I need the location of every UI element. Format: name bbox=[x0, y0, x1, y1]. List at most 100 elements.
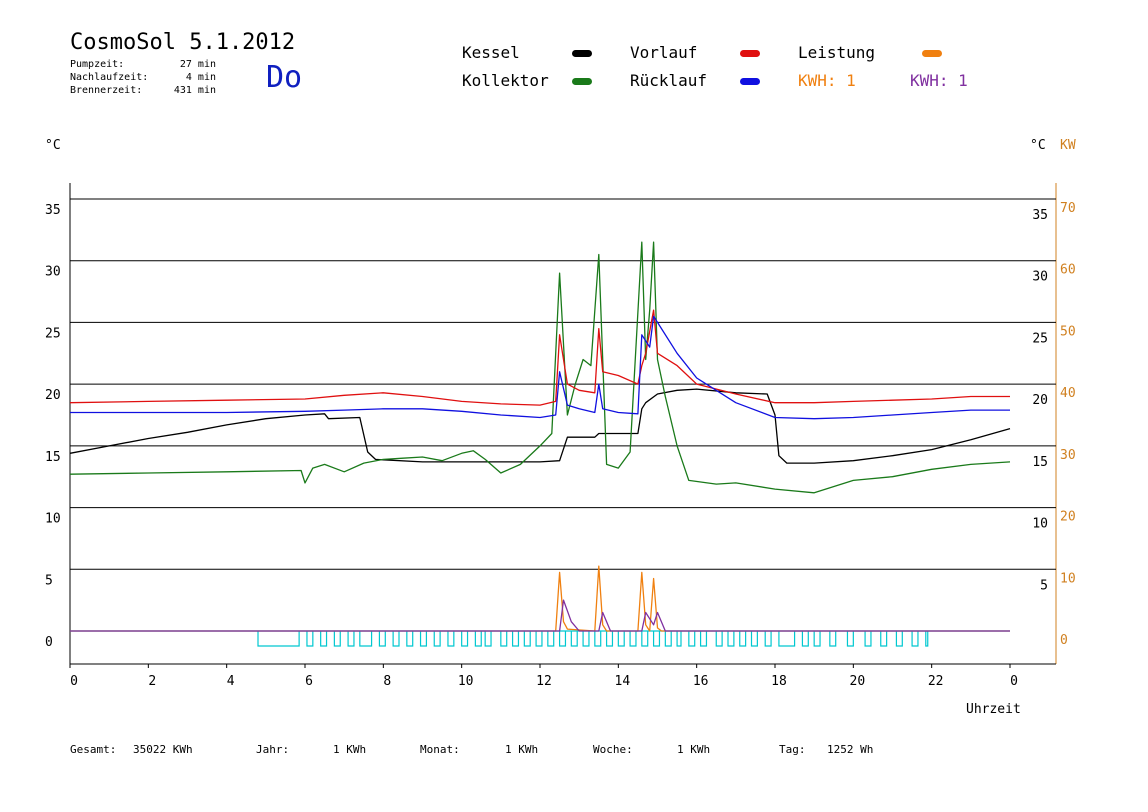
pump-pulse-46 bbox=[911, 631, 919, 647]
series-line-0 bbox=[69, 388, 1011, 464]
pump-pulse-11 bbox=[447, 631, 455, 647]
x-tick-label-6: 12 bbox=[536, 674, 552, 689]
y-tick-right-kw-10: 10 bbox=[1060, 571, 1076, 586]
series-line-3 bbox=[70, 315, 1010, 420]
x-tick-label-8: 16 bbox=[693, 674, 709, 689]
info-pumpzeit: Pumpzeit: 27 min bbox=[70, 59, 216, 70]
pump-pulse-2 bbox=[320, 631, 328, 647]
x-tick-label-9: 18 bbox=[771, 674, 787, 689]
y-tick-left-5: 5 bbox=[45, 573, 53, 588]
y-tick-right-kw-30: 30 bbox=[1060, 448, 1076, 463]
y-tick-right-c-20: 20 bbox=[1032, 393, 1048, 408]
pump-pulse-14 bbox=[484, 631, 492, 647]
legend-vorlauf-swatch bbox=[740, 50, 760, 57]
y-tick-right-c-15: 15 bbox=[1032, 455, 1048, 470]
pump-pulse-13 bbox=[474, 631, 482, 647]
y-tick-left-35: 35 bbox=[45, 203, 61, 218]
y-tick-left-10: 10 bbox=[45, 512, 61, 527]
x-tick-label-2: 4 bbox=[227, 674, 235, 689]
pump-pulse-28 bbox=[652, 631, 661, 647]
y-tick-right-kw-50: 50 bbox=[1060, 324, 1076, 339]
footer-monat-label: Monat: bbox=[420, 743, 460, 756]
footer-woche-value: 1 KWh bbox=[677, 743, 711, 756]
legend-ruecklauf-label: Rücklauf bbox=[630, 71, 708, 90]
x-tick-label-1: 2 bbox=[148, 674, 156, 689]
x-tick-label-7: 14 bbox=[615, 674, 631, 689]
legend-kwh-purple: KWH: 1 bbox=[910, 71, 968, 90]
footer-jahr-label: Jahr: bbox=[256, 743, 290, 756]
y-tick-right-c-30: 30 bbox=[1032, 270, 1048, 285]
y-tick-right-c-10: 10 bbox=[1032, 517, 1048, 532]
info-nachlaufzeit: Nachlaufzeit: 4 min bbox=[70, 72, 216, 83]
legend-kollektor-swatch bbox=[572, 78, 592, 85]
pump-pulse-17 bbox=[523, 631, 531, 647]
x-tick-label-11: 22 bbox=[928, 674, 944, 689]
pump-pulse-26 bbox=[629, 631, 637, 647]
pump-pulse-8 bbox=[406, 631, 414, 647]
pump-pulse-30 bbox=[676, 631, 682, 647]
x-axis-label: Uhrzeit bbox=[966, 702, 1021, 717]
footer-gesamt-value: 35022 KWh bbox=[133, 743, 193, 756]
pump-pulse-24 bbox=[605, 631, 614, 647]
y-tick-left-0: 0 bbox=[45, 635, 53, 650]
y-tick-right-kw-70: 70 bbox=[1060, 201, 1076, 216]
series-line-4 bbox=[70, 565, 1010, 632]
y-tick-left-30: 30 bbox=[45, 265, 61, 280]
right-axis-unit-c: °C bbox=[1030, 138, 1046, 153]
pump-pulse-31 bbox=[688, 631, 696, 647]
footer-woche-label: Woche: bbox=[593, 743, 633, 756]
pump-pulse-18 bbox=[535, 631, 543, 647]
pump-pulse-43 bbox=[864, 631, 872, 647]
pump-pulse-35 bbox=[739, 631, 747, 647]
footer-jahr-value: 1 KWh bbox=[333, 743, 367, 756]
y-tick-right-c-5: 5 bbox=[1040, 578, 1048, 593]
series-line-5 bbox=[70, 599, 1010, 632]
legend-kessel-swatch bbox=[572, 50, 592, 57]
y-tick-right-kw-60: 60 bbox=[1060, 263, 1076, 278]
pump-pulse-34 bbox=[727, 631, 735, 647]
pump-pulse-29 bbox=[664, 631, 672, 647]
y-tick-right-c-35: 35 bbox=[1032, 208, 1048, 223]
legend-kwh-orange: KWH: 1 bbox=[798, 71, 856, 90]
y-tick-left-20: 20 bbox=[45, 388, 61, 403]
pump-pulse-22 bbox=[582, 631, 590, 647]
pump-pulse-33 bbox=[715, 631, 723, 647]
pump-pulse-10 bbox=[433, 631, 441, 647]
footer-monat-value: 1 KWh bbox=[505, 743, 539, 756]
pump-pulse-42 bbox=[846, 631, 854, 647]
weekday-label: Do bbox=[266, 60, 303, 95]
x-tick-label-4: 8 bbox=[383, 674, 391, 689]
pump-pulse-36 bbox=[750, 631, 758, 647]
pump-pulse-47 bbox=[925, 631, 929, 647]
pump-pulse-12 bbox=[461, 631, 469, 647]
pump-pulse-5 bbox=[359, 631, 373, 647]
footer-tag-label: Tag: bbox=[779, 743, 806, 756]
pump-pulse-44 bbox=[880, 631, 888, 647]
pump-pulse-25 bbox=[617, 631, 625, 647]
pump-pulse-27 bbox=[641, 631, 649, 647]
pump-pulse-23 bbox=[594, 631, 602, 647]
info-brennerzeit: Brennerzeit: 431 min bbox=[70, 85, 216, 96]
pump-pulse-9 bbox=[419, 631, 428, 647]
footer-tag-value: 1252 Wh bbox=[827, 743, 874, 756]
legend-leistung-swatch bbox=[922, 50, 942, 57]
legend-vorlauf-label: Vorlauf bbox=[630, 43, 698, 62]
pump-pulse-21 bbox=[570, 631, 578, 647]
pump-pulse-0 bbox=[257, 631, 300, 647]
pump-pulse-1 bbox=[306, 631, 314, 647]
series-line-1 bbox=[69, 241, 1011, 494]
x-tick-label-5: 10 bbox=[458, 674, 474, 689]
x-tick-label-3: 6 bbox=[305, 674, 313, 689]
pump-pulse-4 bbox=[347, 631, 355, 647]
pump-pulse-6 bbox=[378, 631, 386, 647]
pump-pulse-39 bbox=[801, 631, 809, 647]
left-axis-unit: °C bbox=[45, 138, 61, 153]
chart-title: CosmoSol 5.1.2012 bbox=[70, 30, 296, 55]
pump-pulse-38 bbox=[778, 631, 796, 647]
x-tick-label-0: 0 bbox=[70, 674, 78, 689]
legend-leistung-label: Leistung bbox=[798, 43, 876, 62]
legend-ruecklauf-swatch bbox=[740, 78, 760, 85]
y-tick-right-c-25: 25 bbox=[1032, 331, 1048, 346]
x-tick-label-10: 20 bbox=[850, 674, 866, 689]
